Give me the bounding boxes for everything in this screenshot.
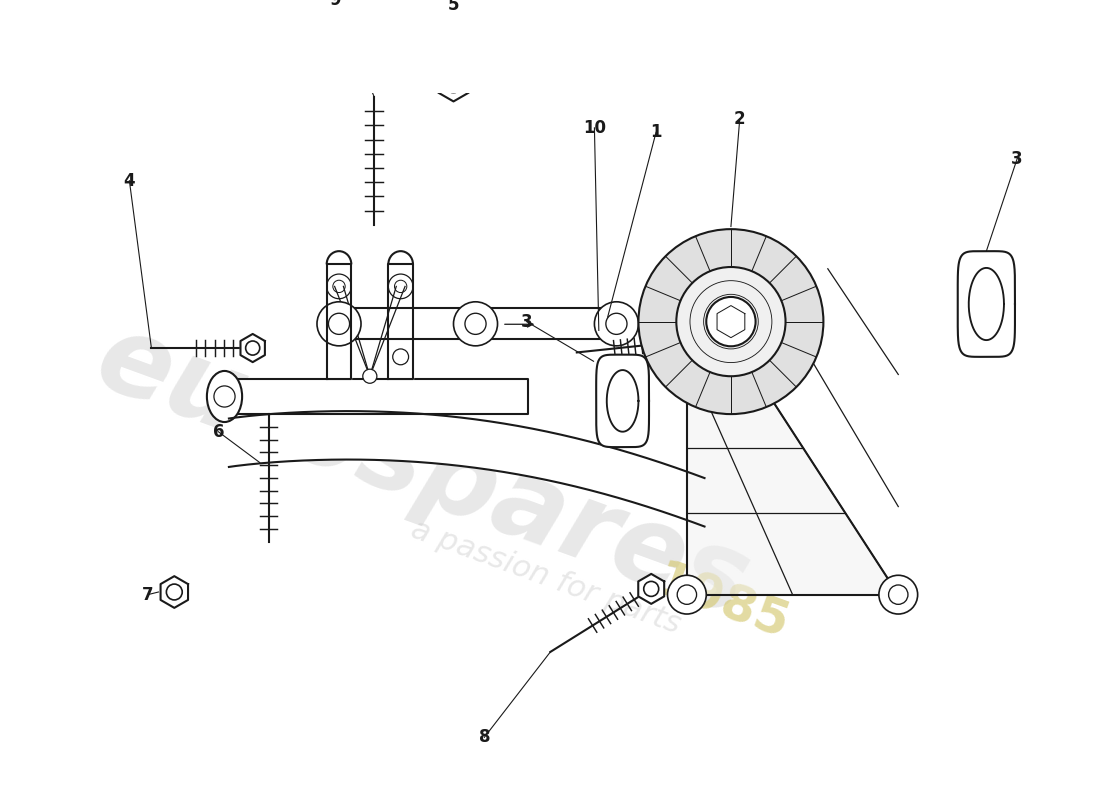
Text: a passion for parts: a passion for parts xyxy=(407,514,684,639)
Circle shape xyxy=(594,302,638,346)
Circle shape xyxy=(706,297,756,346)
Text: 5: 5 xyxy=(448,0,459,14)
Text: 1: 1 xyxy=(650,123,662,142)
Polygon shape xyxy=(229,411,704,526)
Polygon shape xyxy=(327,264,351,379)
Circle shape xyxy=(668,575,706,614)
Polygon shape xyxy=(607,370,638,432)
Circle shape xyxy=(879,575,917,614)
Polygon shape xyxy=(161,576,188,608)
Text: 8: 8 xyxy=(478,728,491,746)
Text: 9: 9 xyxy=(329,0,340,9)
Circle shape xyxy=(388,274,412,298)
Polygon shape xyxy=(969,268,1004,340)
Circle shape xyxy=(453,302,497,346)
Text: 6: 6 xyxy=(212,422,224,441)
Polygon shape xyxy=(388,264,412,379)
Polygon shape xyxy=(438,66,469,102)
Circle shape xyxy=(317,302,361,346)
Text: 1985: 1985 xyxy=(649,557,795,650)
Polygon shape xyxy=(958,251,1015,357)
Text: 10: 10 xyxy=(583,119,606,137)
Polygon shape xyxy=(638,574,664,604)
Text: eurospares: eurospares xyxy=(82,304,762,638)
Circle shape xyxy=(638,229,824,414)
Polygon shape xyxy=(224,379,528,414)
Polygon shape xyxy=(686,269,899,594)
Text: 4: 4 xyxy=(123,172,135,190)
Polygon shape xyxy=(339,309,616,339)
Text: 2: 2 xyxy=(734,110,746,128)
Circle shape xyxy=(327,274,351,298)
Polygon shape xyxy=(596,354,649,447)
Circle shape xyxy=(363,369,377,383)
Polygon shape xyxy=(652,329,676,358)
Circle shape xyxy=(676,267,785,376)
Text: 3: 3 xyxy=(520,313,532,330)
Ellipse shape xyxy=(207,371,242,422)
Text: 3: 3 xyxy=(1011,150,1023,168)
Text: 7: 7 xyxy=(142,586,154,604)
Polygon shape xyxy=(241,334,265,362)
